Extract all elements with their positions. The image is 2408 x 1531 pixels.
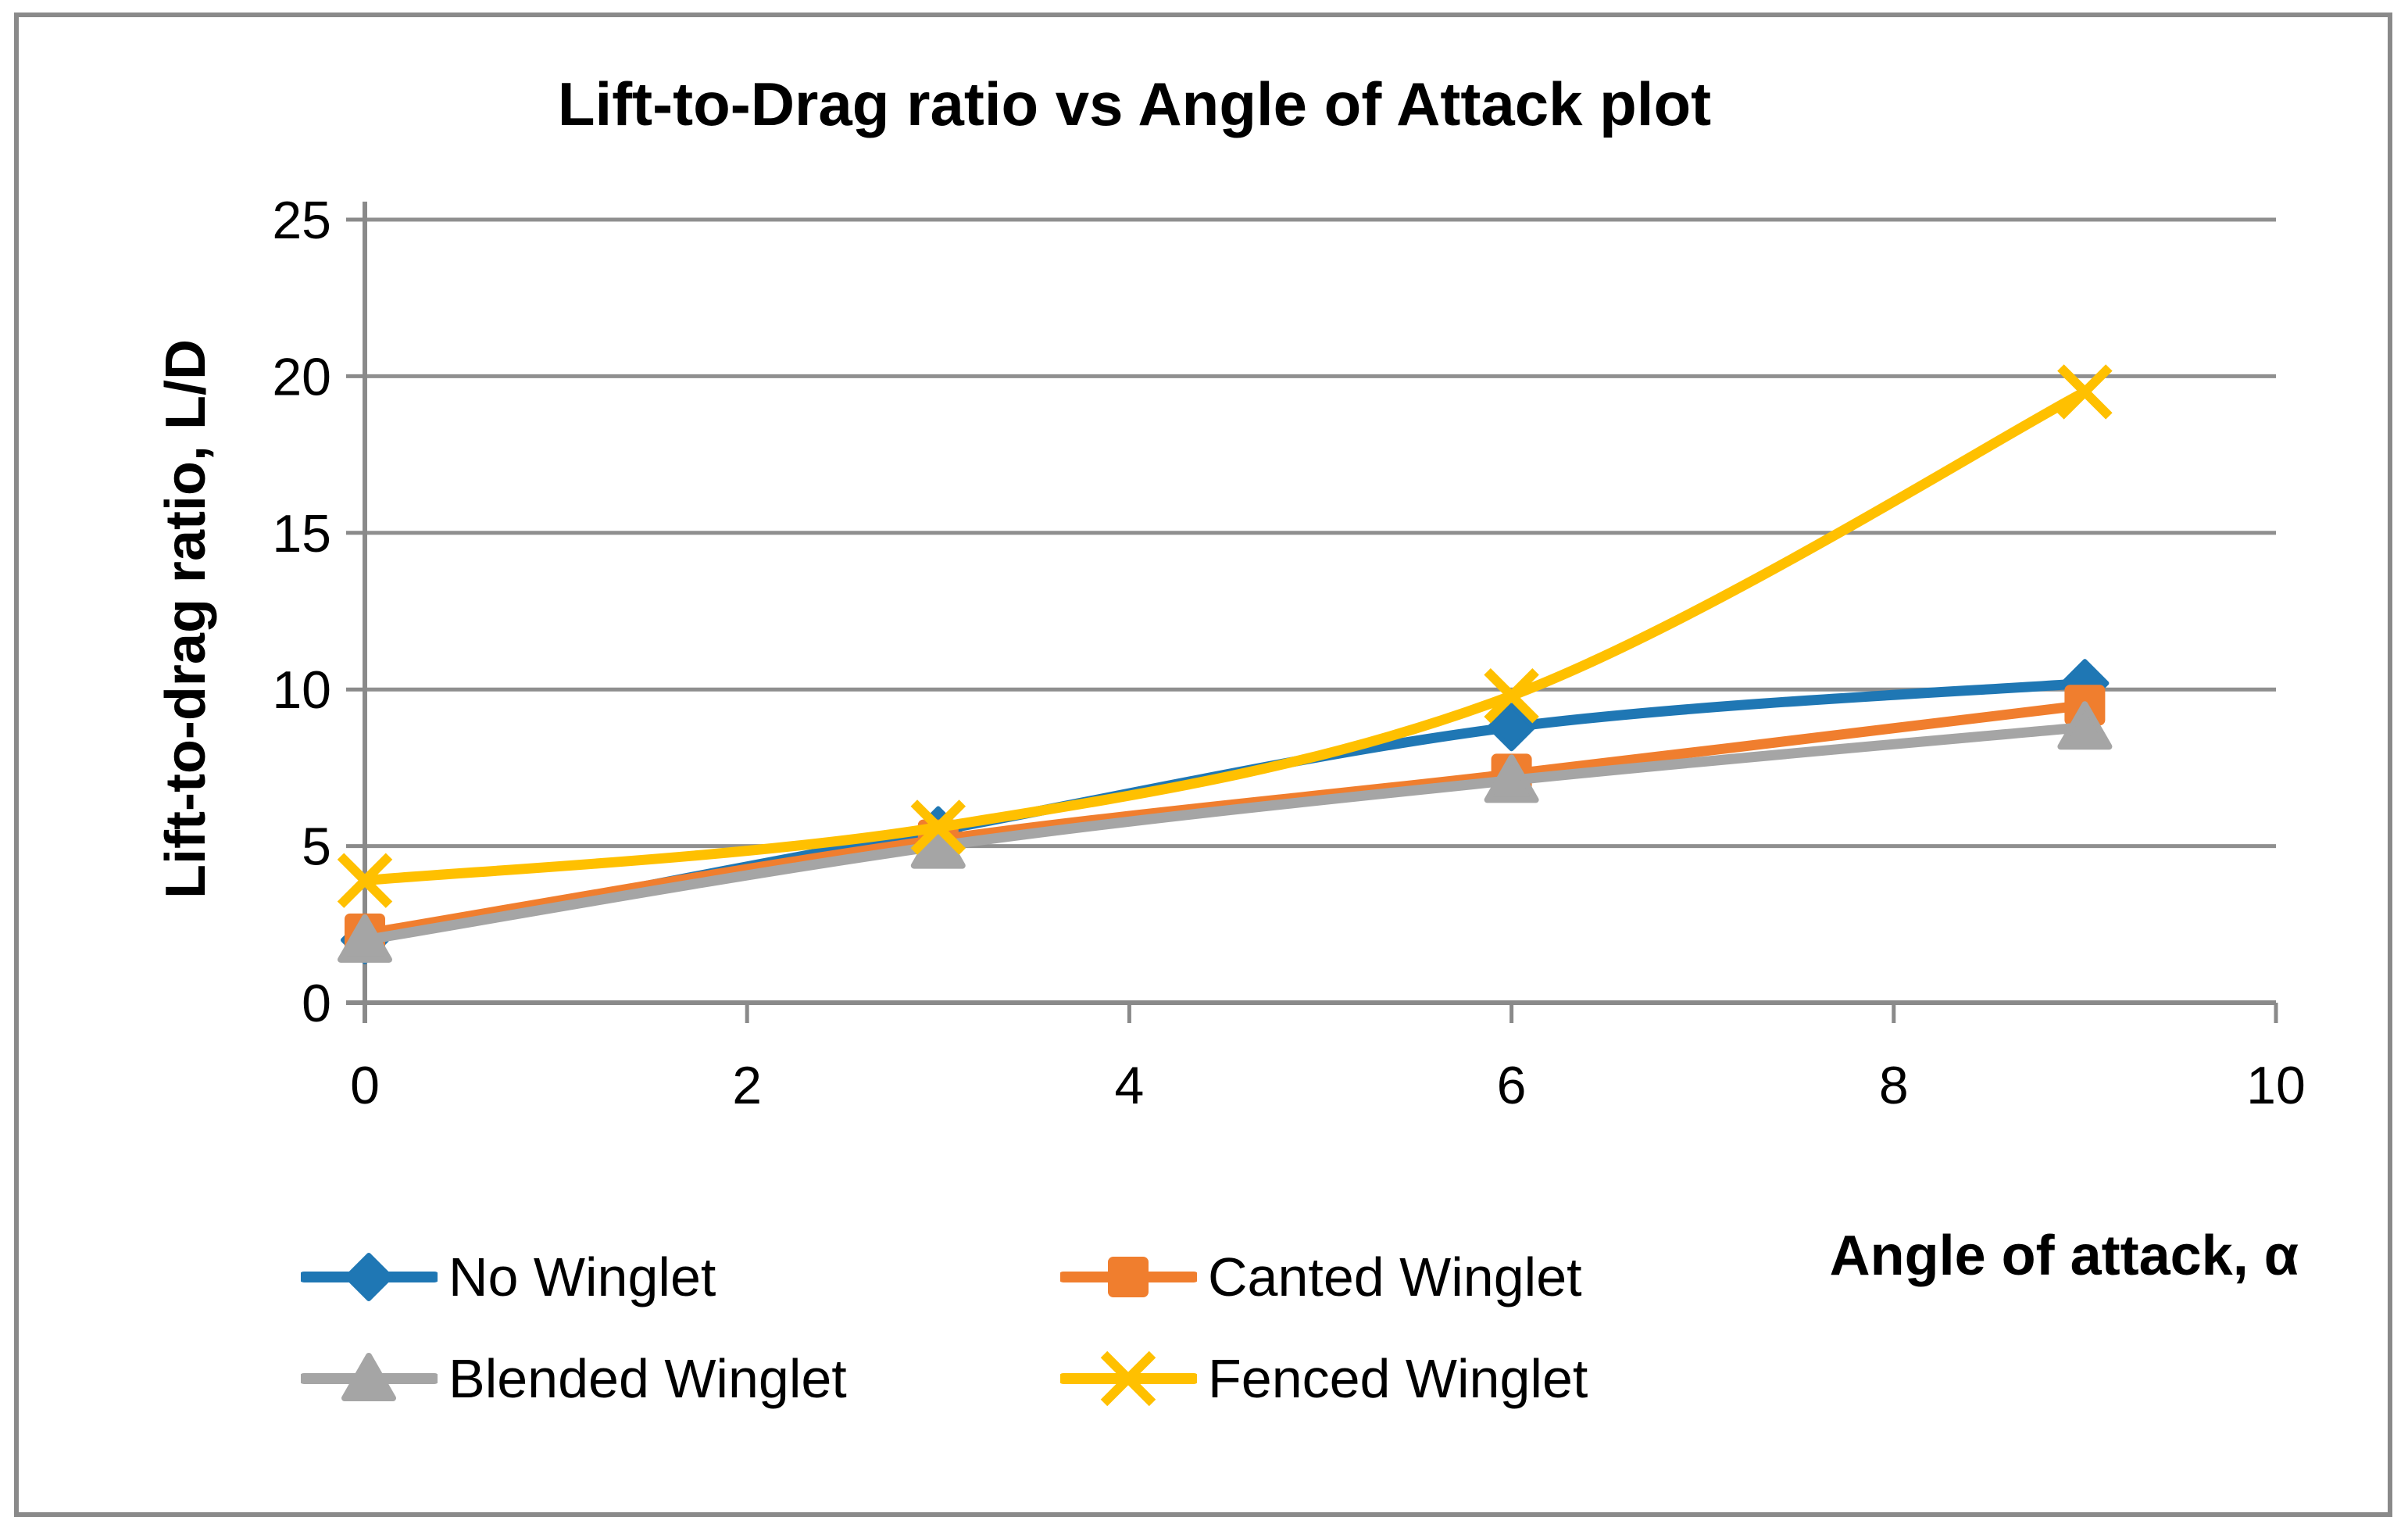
marker-triangle-blended-winglet — [1484, 754, 1539, 803]
legend-item-blended-winglet: Blended Winglet — [301, 1341, 847, 1416]
marker-triangle-legend — [341, 1353, 396, 1401]
y-axis-title: Lift-to-drag ratio, L/D — [155, 339, 217, 899]
y-tick-label: 10 — [272, 660, 331, 720]
series-line-fenced-winglet — [359, 386, 2090, 886]
legend-item-fenced-winglet: Fenced Winglet — [1060, 1341, 1588, 1416]
marker-square-legend — [1108, 1257, 1149, 1297]
x-axis-title: Angle of attack, α — [1829, 1225, 2299, 1287]
y-tick-label: 25 — [272, 191, 331, 250]
chart-border — [14, 13, 2392, 1517]
legend-marker-x-icon — [1060, 1350, 1197, 1407]
y-tick-label: 15 — [272, 504, 331, 563]
chart-title: Lift-to-Drag ratio vs Angle of Attack pl… — [557, 70, 1712, 138]
marker-x-fenced-winglet — [337, 853, 393, 908]
marker-diamond-legend — [345, 1253, 393, 1301]
marker-x-fenced-winglet — [1484, 667, 1539, 724]
x-tick-label: 10 — [2246, 1056, 2306, 1115]
marker-x-legend — [1100, 1350, 1156, 1407]
y-tick-label: 20 — [272, 347, 331, 406]
x-tick-label: 4 — [1114, 1056, 1144, 1115]
series-line-blended-winglet — [359, 721, 2090, 946]
marker-triangle-blended-winglet — [2057, 701, 2113, 750]
marker-triangle-blended-winglet — [338, 914, 392, 963]
legend-label: Blended Winglet — [448, 1348, 847, 1409]
legend-marker-triangle-icon — [301, 1353, 438, 1401]
marker-x-fenced-winglet — [910, 799, 966, 855]
x-tick-label: 2 — [732, 1056, 762, 1115]
x-tick-label: 8 — [1879, 1056, 1909, 1115]
legend-label: Fenced Winglet — [1208, 1348, 1588, 1409]
marker-diamond-no-winglet — [1487, 703, 1536, 752]
legend-item-canted-winglet: Canted Winglet — [1060, 1239, 1582, 1315]
marker-x-fenced-winglet — [2057, 364, 2113, 420]
legend-marker-square-icon — [1060, 1257, 1197, 1297]
legend-label: Canted Winglet — [1208, 1247, 1582, 1307]
x-tick-label: 6 — [1497, 1056, 1527, 1115]
y-tick-label: 0 — [302, 974, 331, 1033]
legend-item-no-winglet: No Winglet — [301, 1239, 716, 1315]
legend-label: No Winglet — [448, 1247, 716, 1307]
x-tick-label: 0 — [350, 1056, 380, 1115]
series-line-canted-winglet — [359, 699, 2090, 939]
legend-marker-diamond-icon — [301, 1253, 438, 1301]
y-tick-label: 5 — [302, 817, 331, 877]
